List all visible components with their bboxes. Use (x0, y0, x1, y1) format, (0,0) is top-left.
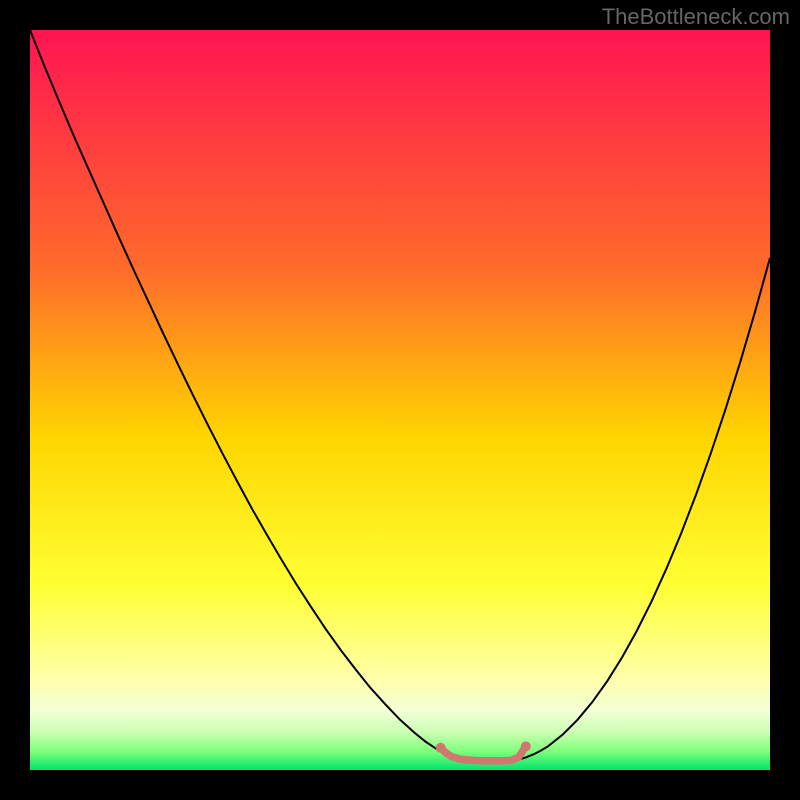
gradient-plot-area (30, 30, 770, 770)
accent-start-dot (436, 743, 446, 753)
watermark-text: TheBottleneck.com (602, 4, 790, 30)
bottleneck-curve-chart (0, 0, 800, 800)
chart-container: TheBottleneck.com (0, 0, 800, 800)
accent-end-dot (521, 741, 531, 751)
